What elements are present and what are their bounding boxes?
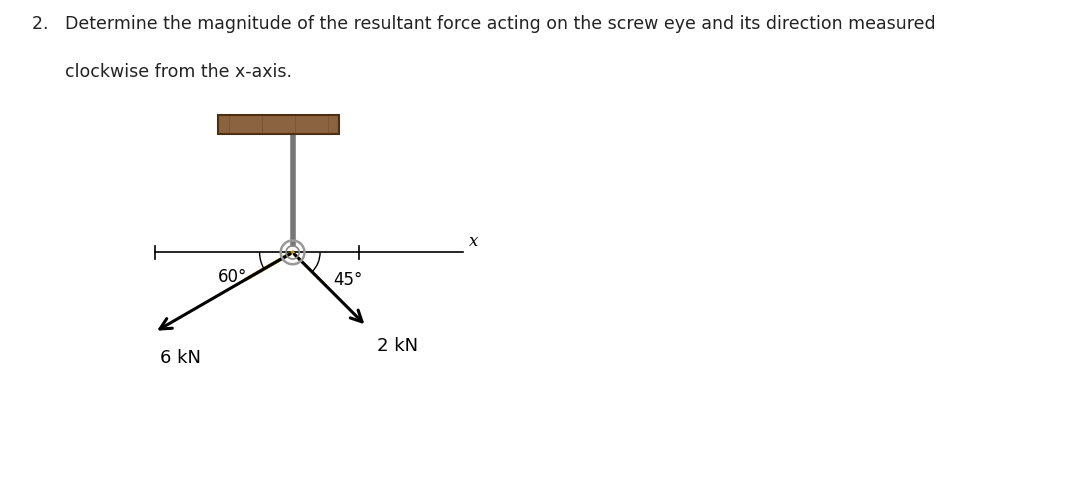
Text: 6 kN: 6 kN xyxy=(160,348,201,366)
Text: 2 kN: 2 kN xyxy=(377,337,419,355)
Text: 2.   Determine the magnitude of the resultant force acting on the screw eye and : 2. Determine the magnitude of the result… xyxy=(32,15,936,33)
Text: 60°: 60° xyxy=(217,268,247,286)
Text: x: x xyxy=(469,233,477,250)
Text: 45°: 45° xyxy=(333,271,362,289)
Text: clockwise from the x-axis.: clockwise from the x-axis. xyxy=(32,63,293,81)
Polygon shape xyxy=(218,115,339,134)
